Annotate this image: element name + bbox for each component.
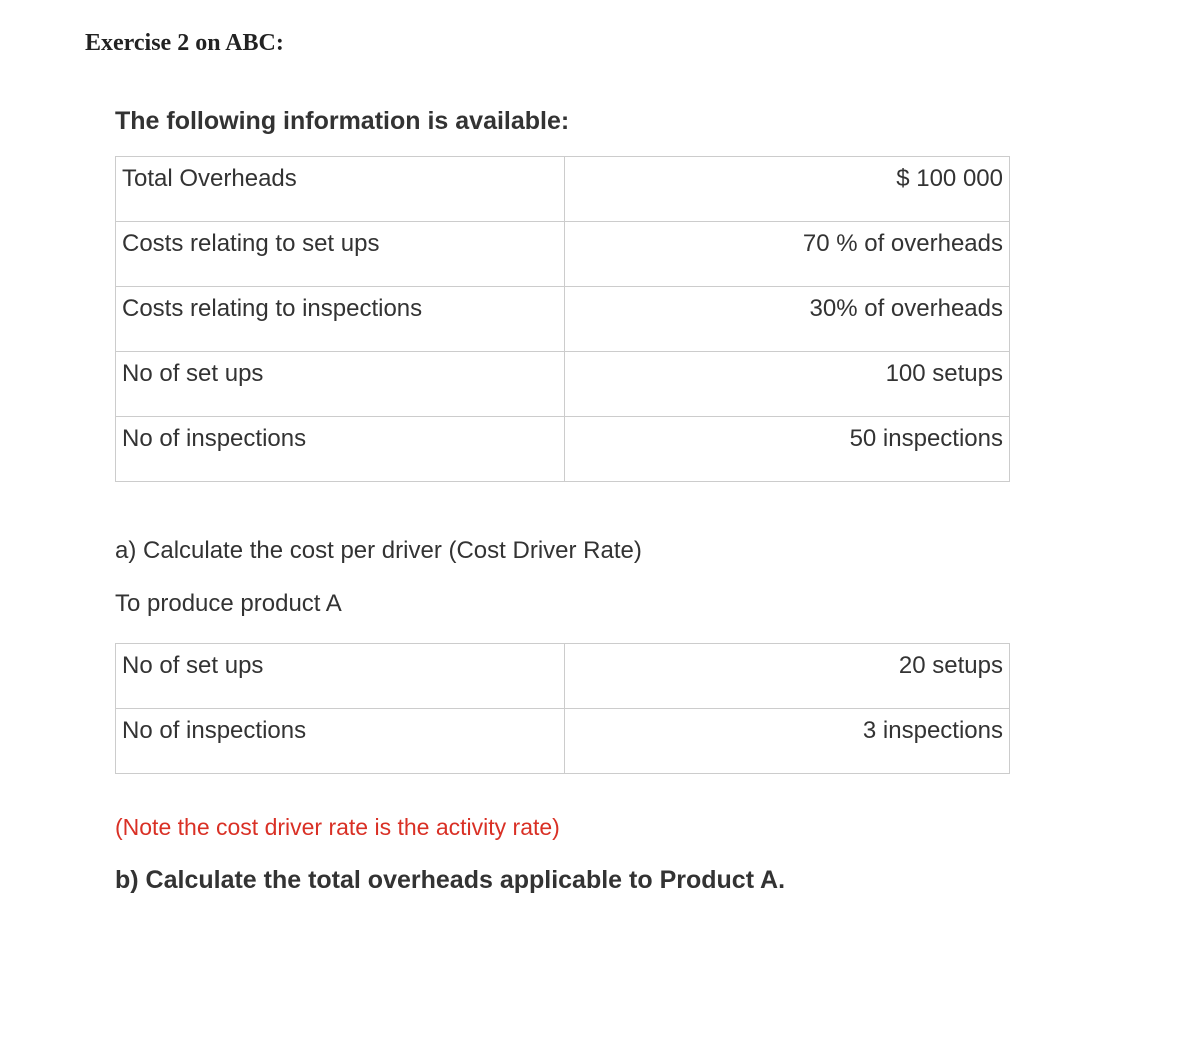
table-cell-value: $ 100 000 (565, 157, 1010, 222)
product-a-table: No of set ups 20 setups No of inspection… (115, 643, 1010, 774)
table-cell-label: No of set ups (116, 644, 565, 709)
table-cell-value: 20 setups (565, 644, 1010, 709)
table-cell-label: Costs relating to set ups (116, 222, 565, 287)
content-block: The following information is available: … (85, 107, 1115, 895)
table-row: Total Overheads $ 100 000 (116, 157, 1010, 222)
table-cell-value: 30% of overheads (565, 287, 1010, 352)
table-cell-label: No of set ups (116, 352, 565, 417)
table-cell-value: 70 % of overheads (565, 222, 1010, 287)
table-row: No of inspections 3 inspections (116, 709, 1010, 774)
table-row: Costs relating to set ups 70 % of overhe… (116, 222, 1010, 287)
table-cell-value: 100 setups (565, 352, 1010, 417)
info-subtitle: The following information is available: (115, 107, 1115, 136)
table-cell-label: Total Overheads (116, 157, 565, 222)
table-row: No of set ups 20 setups (116, 644, 1010, 709)
table-row: No of set ups 100 setups (116, 352, 1010, 417)
question-b: b) Calculate the total overheads applica… (115, 866, 1115, 895)
question-a-line1: a) Calculate the cost per driver (Cost D… (115, 537, 1115, 565)
table-cell-label: No of inspections (116, 709, 565, 774)
table-cell-label: No of inspections (116, 417, 565, 482)
table-row: No of inspections 50 inspections (116, 417, 1010, 482)
table-cell-label: Costs relating to inspections (116, 287, 565, 352)
exercise-title: Exercise 2 on ABC: (85, 30, 1115, 57)
table-cell-value: 3 inspections (565, 709, 1010, 774)
table-row: Costs relating to inspections 30% of ove… (116, 287, 1010, 352)
info-table: Total Overheads $ 100 000 Costs relating… (115, 156, 1010, 482)
table-cell-value: 50 inspections (565, 417, 1010, 482)
note-text: (Note the cost driver rate is the activi… (115, 814, 1115, 841)
question-a-line2: To produce product A (115, 590, 1115, 618)
